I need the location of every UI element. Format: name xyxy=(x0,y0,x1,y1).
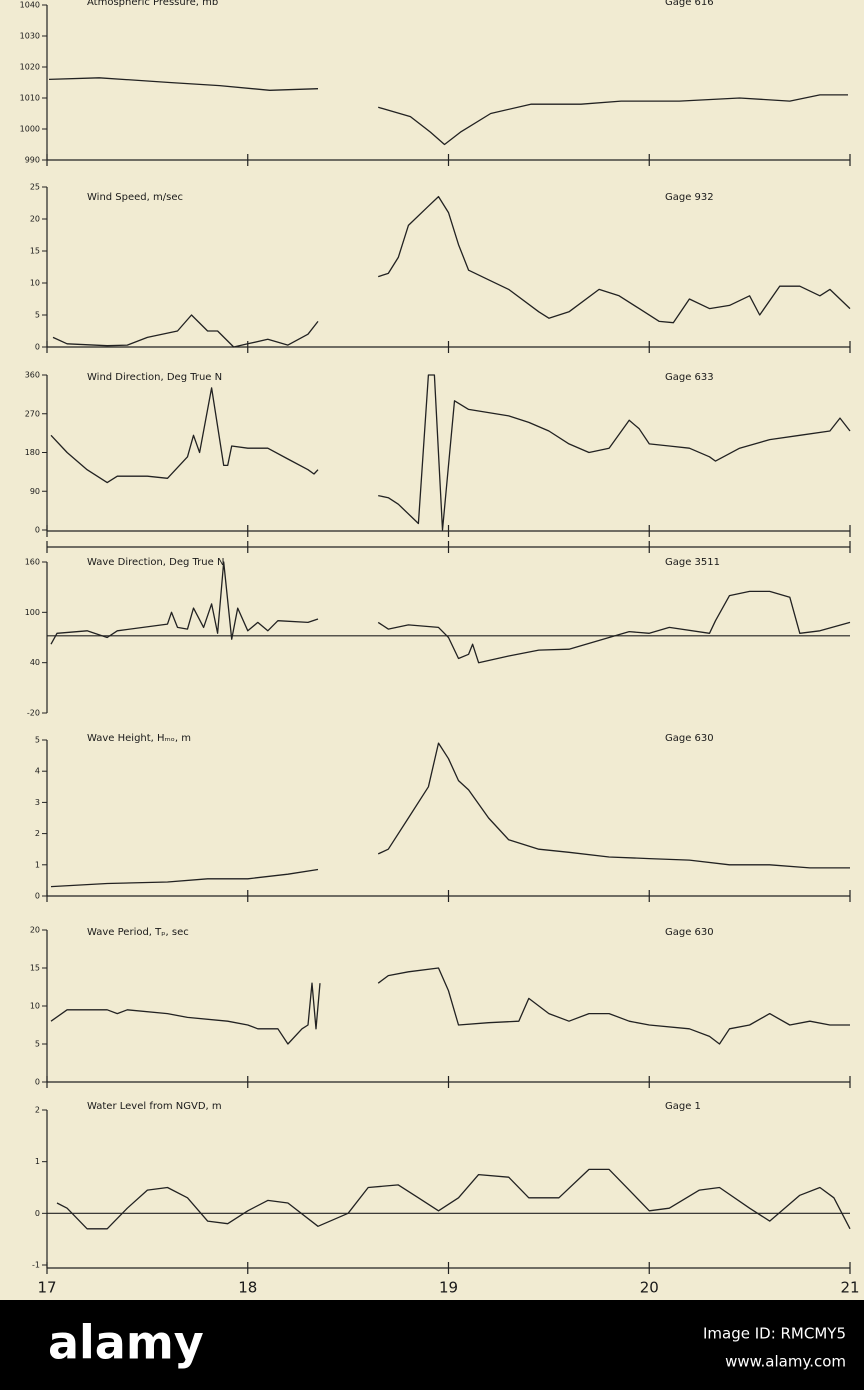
panel-title: Wave Period, Tₚ, sec xyxy=(87,927,189,938)
y-tick-label: 15 xyxy=(30,247,40,256)
y-tick-label: 5 xyxy=(35,311,40,320)
y-tick-label: 25 xyxy=(30,183,40,192)
panel-title: Wave Direction, Deg True N xyxy=(87,557,224,568)
data-line xyxy=(56,1168,851,1230)
y-tick-label: 0 xyxy=(35,892,40,901)
y-tick-label: 0 xyxy=(35,1078,40,1087)
panel-title: Wind Direction, Deg True N xyxy=(87,372,222,383)
y-tick-label: 2 xyxy=(35,829,40,838)
y-tick-label: 15 xyxy=(30,964,40,973)
y-tick-label: 5 xyxy=(35,736,40,745)
y-tick-label: 100 xyxy=(25,608,40,617)
y-tick-label: 10 xyxy=(30,1002,40,1011)
y-tick-label: 180 xyxy=(25,448,40,457)
y-tick-label: 0 xyxy=(35,1209,40,1218)
y-tick-label: 1 xyxy=(35,860,40,869)
gage-label: Gage 630 xyxy=(665,733,714,744)
y-tick-label: 1030 xyxy=(20,32,40,41)
x-tick-label: 18 xyxy=(238,1279,257,1297)
data-line xyxy=(50,374,851,531)
y-tick-label: 1010 xyxy=(20,94,40,103)
y-tick-label: 160 xyxy=(25,558,40,567)
y-tick-label: 90 xyxy=(30,487,40,496)
data-line xyxy=(52,195,851,348)
y-tick-label: 1000 xyxy=(20,125,40,134)
y-tick-label: 2 xyxy=(35,1106,40,1115)
y-tick-label: 0 xyxy=(35,343,40,352)
y-tick-label: 40 xyxy=(30,658,40,667)
x-tick-label: 20 xyxy=(640,1279,659,1297)
paper xyxy=(0,0,864,1300)
y-tick-label: 5 xyxy=(35,1040,40,1049)
y-tick-label: 3 xyxy=(35,798,40,807)
y-tick-label: 20 xyxy=(30,926,40,935)
panel-title: Wind Speed, m/sec xyxy=(87,192,183,203)
x-tick-label: 21 xyxy=(840,1279,859,1297)
data-line xyxy=(50,967,850,1045)
data-line xyxy=(50,742,850,888)
y-tick-label: 990 xyxy=(25,156,40,165)
gage-label: Gage 3511 xyxy=(665,557,720,568)
panel-title: Wave Height, Hₘₒ, m xyxy=(87,733,191,744)
panel-title: Water Level from NGVD, m xyxy=(87,1101,222,1112)
x-tick-label: 19 xyxy=(439,1279,458,1297)
data-line xyxy=(48,77,848,146)
y-tick-label: 1020 xyxy=(20,63,40,72)
gage-label: Gage 633 xyxy=(665,372,714,383)
gage-label: Gage 616 xyxy=(665,0,714,8)
y-tick-label: 10 xyxy=(30,279,40,288)
gage-label: Gage 630 xyxy=(665,927,714,938)
y-tick-label: -1 xyxy=(32,1261,40,1270)
y-tick-label: -20 xyxy=(27,709,40,718)
x-tick-label: 17 xyxy=(37,1279,56,1297)
y-tick-label: 1040 xyxy=(20,1,40,10)
y-tick-label: 0 xyxy=(35,526,40,535)
gage-label: Gage 932 xyxy=(665,192,714,203)
panel-title: Atmospheric Pressure, mb xyxy=(87,0,218,8)
y-tick-label: 4 xyxy=(35,767,40,776)
brand: alamy xyxy=(48,1316,204,1370)
y-tick-label: 360 xyxy=(25,371,40,380)
y-tick-label: 270 xyxy=(25,409,40,418)
footer-band xyxy=(0,1300,864,1390)
url: www.alamy.com xyxy=(725,1353,846,1371)
data-line xyxy=(50,561,851,664)
gage-label: Gage 1 xyxy=(665,1101,701,1112)
image-id: Image ID: RMCMY5 xyxy=(703,1325,846,1343)
y-tick-label: 1 xyxy=(35,1157,40,1166)
y-tick-label: 20 xyxy=(30,215,40,224)
